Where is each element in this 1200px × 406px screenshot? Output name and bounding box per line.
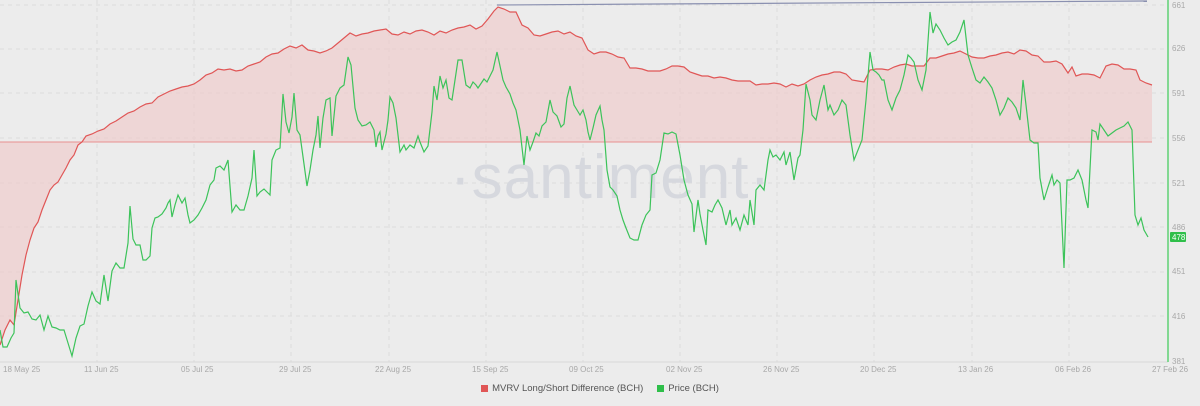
svg-text:661: 661 bbox=[1172, 1, 1186, 10]
svg-text:13 Jan 26: 13 Jan 26 bbox=[958, 365, 994, 374]
x-axis-ticks: 18 May 25 11 Jun 25 05 Jul 25 29 Jul 25 … bbox=[3, 365, 1189, 374]
svg-text:15 Sep 25: 15 Sep 25 bbox=[472, 365, 509, 374]
svg-text:451: 451 bbox=[1172, 267, 1186, 276]
legend-label-mvrv: MVRV Long/Short Difference (BCH) bbox=[492, 383, 644, 394]
mvrv-swatch-icon bbox=[481, 385, 489, 392]
watermark: ·santiment· bbox=[450, 143, 771, 212]
svg-text:20 Dec 25: 20 Dec 25 bbox=[860, 365, 897, 374]
svg-text:06 Feb 26: 06 Feb 26 bbox=[1055, 365, 1092, 374]
mvrv-area bbox=[0, 7, 1152, 345]
svg-text:626: 626 bbox=[1172, 44, 1186, 53]
svg-text:11 Jun 25: 11 Jun 25 bbox=[84, 365, 119, 374]
legend: MVRV Long/Short Difference (BCH) Price (… bbox=[0, 383, 1200, 394]
price-line bbox=[0, 11, 1149, 359]
svg-text:05 Jul 25: 05 Jul 25 bbox=[181, 365, 214, 374]
svg-text:381: 381 bbox=[1172, 357, 1186, 366]
svg-text:591: 591 bbox=[1172, 89, 1186, 98]
svg-text:22 Aug 25: 22 Aug 25 bbox=[375, 365, 412, 374]
price-axis-ticks: 661 626 591 556 521 486 451 416 381 bbox=[1172, 1, 1186, 366]
legend-item-mvrv[interactable]: MVRV Long/Short Difference (BCH) bbox=[481, 383, 643, 394]
mvrv-line bbox=[0, 6, 1153, 346]
svg-text:18 May 25: 18 May 25 bbox=[3, 365, 41, 374]
legend-item-price[interactable]: Price (BCH) bbox=[657, 383, 719, 394]
svg-text:486: 486 bbox=[1172, 223, 1186, 232]
svg-text:09 Oct 25: 09 Oct 25 bbox=[569, 365, 604, 374]
svg-text:556: 556 bbox=[1172, 134, 1186, 143]
legend-label-price: Price (BCH) bbox=[668, 383, 719, 394]
svg-text:29 Jul 25: 29 Jul 25 bbox=[279, 365, 312, 374]
price-swatch-icon bbox=[657, 385, 665, 392]
svg-text:416: 416 bbox=[1172, 312, 1186, 321]
max-reference-line bbox=[496, 0, 1148, 6]
current-price-marker: 478 bbox=[1170, 232, 1186, 242]
svg-text:02 Nov 25: 02 Nov 25 bbox=[666, 365, 703, 374]
svg-text:478: 478 bbox=[1172, 233, 1186, 242]
svg-text:521: 521 bbox=[1172, 179, 1186, 188]
svg-text:26 Nov 25: 26 Nov 25 bbox=[763, 365, 800, 374]
svg-text:27 Feb 26: 27 Feb 26 bbox=[1152, 365, 1189, 374]
